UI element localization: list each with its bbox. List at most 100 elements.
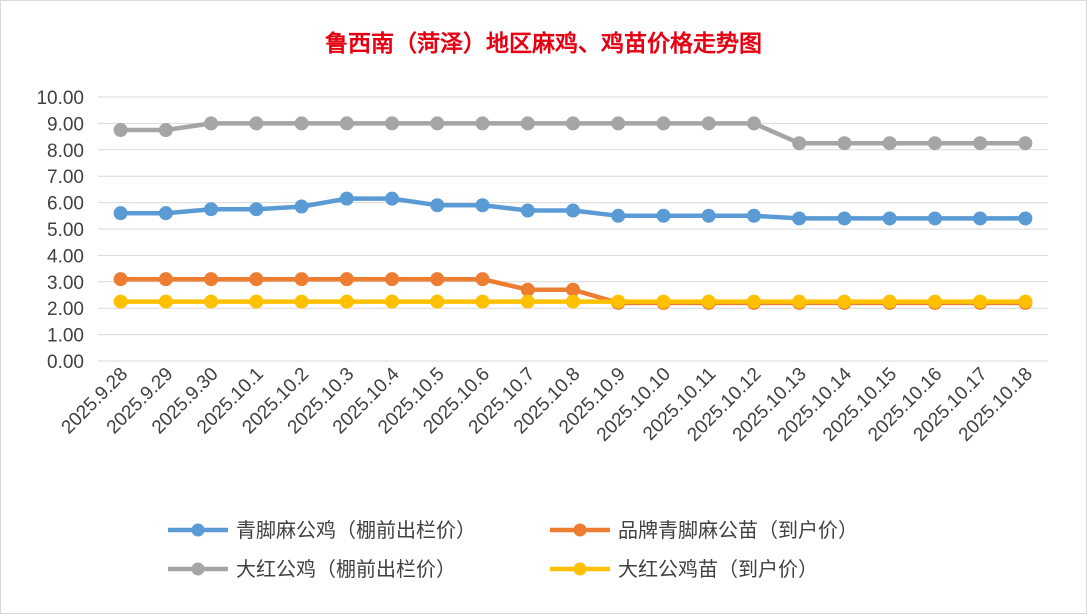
data-point <box>701 116 716 131</box>
data-point <box>746 208 761 223</box>
data-point <box>158 294 173 309</box>
legend-label: 大红公鸡（棚前出栏价） <box>236 557 456 581</box>
data-point <box>611 116 626 131</box>
data-point <box>430 294 445 309</box>
data-point <box>656 116 671 131</box>
data-point <box>882 136 897 151</box>
data-point <box>1018 136 1033 151</box>
data-point <box>113 272 128 287</box>
legend-swatch-marker <box>573 562 587 576</box>
legend-label: 大红公鸡苗（到户价） <box>618 557 818 581</box>
legend-item: 大红公鸡（棚前出栏价） <box>168 557 456 581</box>
data-point <box>837 294 852 309</box>
data-point <box>973 211 988 226</box>
data-point <box>973 294 988 309</box>
data-point <box>430 116 445 131</box>
y-tick-label: 3.00 <box>47 273 84 294</box>
data-point <box>656 294 671 309</box>
data-point <box>158 123 173 137</box>
chart-title: 鲁西南（菏泽）地区麻鸡、鸡苗价格走势图 <box>325 31 762 57</box>
y-tick-label: 9.00 <box>47 114 84 135</box>
data-point <box>520 294 535 309</box>
data-point <box>566 282 580 297</box>
legend: 青脚麻公鸡（棚前出栏价） 品牌青脚麻公苗（到户价） 大红公鸡（棚前出栏价） 大红公鸡苗… <box>168 518 858 581</box>
data-point <box>294 116 309 131</box>
data-point <box>882 211 897 226</box>
data-point <box>430 272 445 287</box>
data-point <box>792 136 807 151</box>
data-point <box>1018 294 1033 309</box>
data-point <box>837 136 852 151</box>
data-point <box>204 202 219 217</box>
y-tick-label: 0.00 <box>47 352 84 373</box>
data-point <box>1018 211 1033 226</box>
y-tick-label: 8.00 <box>47 141 84 162</box>
data-point <box>746 116 761 131</box>
data-point <box>339 272 354 287</box>
data-point <box>520 282 535 297</box>
data-point <box>113 206 128 221</box>
data-point <box>339 191 354 206</box>
y-tick-label: 5.00 <box>47 220 84 241</box>
legend-item: 大红公鸡苗（到户价） <box>550 557 818 581</box>
data-point <box>475 198 490 213</box>
gridlines <box>98 96 1048 362</box>
data-point <box>113 123 128 137</box>
data-point <box>294 272 309 287</box>
data-point <box>927 211 942 226</box>
data-point <box>566 294 580 309</box>
legend-label: 品牌青脚麻公苗（到户价） <box>618 518 858 542</box>
data-point <box>927 136 942 151</box>
data-point <box>385 191 400 206</box>
series-4 <box>113 294 1033 309</box>
legend-swatch-marker <box>573 523 587 537</box>
data-point <box>566 203 580 218</box>
data-point <box>566 116 580 131</box>
data-point <box>475 272 490 287</box>
legend-item: 品牌青脚麻公苗（到户价） <box>550 518 858 542</box>
data-point <box>973 136 988 151</box>
y-tick-label: 4.00 <box>47 246 84 267</box>
data-point <box>837 211 852 226</box>
data-point <box>475 116 490 131</box>
series-1 <box>113 191 1033 226</box>
y-tick-label: 1.00 <box>47 326 84 347</box>
series-3 <box>113 116 1033 151</box>
data-point <box>294 294 309 309</box>
data-point <box>158 272 173 287</box>
data-point <box>249 116 264 131</box>
data-point <box>385 116 400 131</box>
data-point <box>882 294 897 309</box>
data-point <box>430 198 445 213</box>
data-point <box>249 294 264 309</box>
data-point <box>656 208 671 223</box>
data-point <box>792 211 807 226</box>
data-point <box>701 208 716 223</box>
data-point <box>475 294 490 309</box>
data-point <box>520 203 535 218</box>
data-point <box>339 294 354 309</box>
data-point <box>339 116 354 131</box>
y-tick-label: 10.00 <box>36 88 84 109</box>
data-point <box>611 208 626 223</box>
data-point <box>927 294 942 309</box>
data-point <box>385 272 400 287</box>
data-point <box>611 294 626 309</box>
legend-label: 青脚麻公鸡（棚前出栏价） <box>236 518 476 542</box>
y-axis-ticks: 0.00 1.00 2.00 3.00 4.00 5.00 6.00 7.00 8.00 9.00… <box>36 88 84 373</box>
data-point <box>113 294 128 309</box>
data-point <box>520 116 535 131</box>
y-tick-label: 6.00 <box>47 194 84 215</box>
legend-item: 青脚麻公鸡（棚前出栏价） <box>168 518 476 542</box>
series-lines <box>113 116 1033 310</box>
legend-swatch-marker <box>191 562 205 576</box>
data-point <box>294 199 309 214</box>
data-point <box>701 294 716 309</box>
data-point <box>746 294 761 309</box>
data-point <box>249 272 264 287</box>
data-point <box>204 272 219 287</box>
y-tick-label: 2.00 <box>47 299 84 320</box>
legend-swatch-marker <box>191 523 205 537</box>
